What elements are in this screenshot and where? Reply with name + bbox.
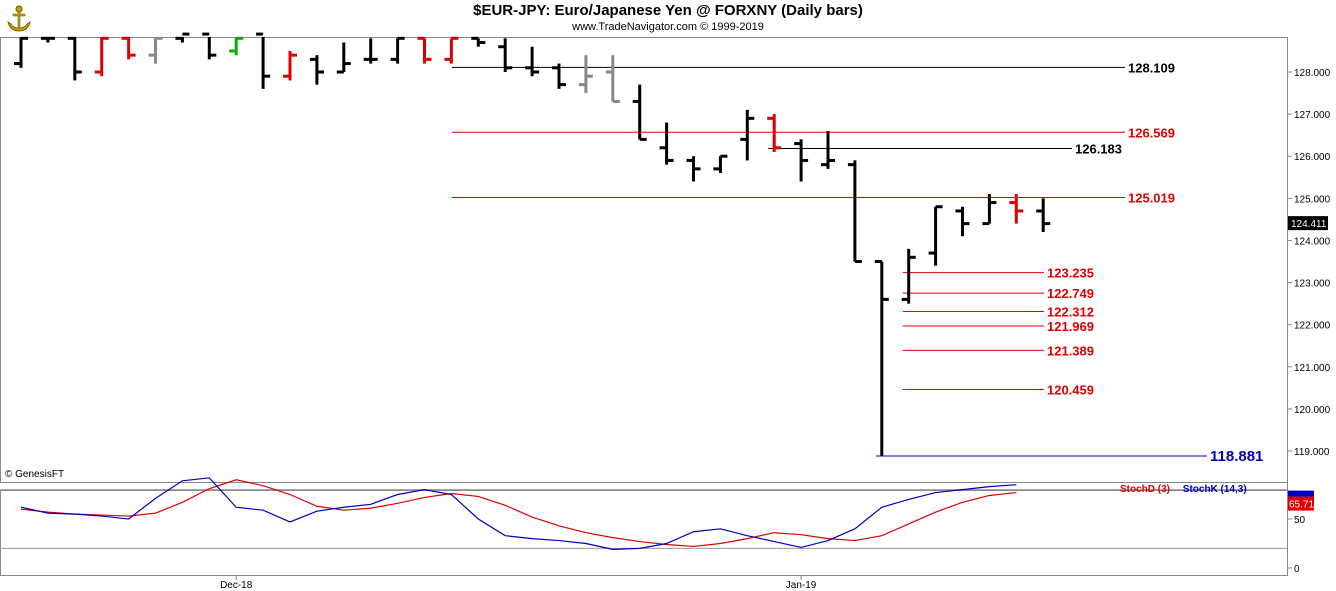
stoch-panel-frame <box>0 490 1288 576</box>
price-axis-ticks: 119.000 120.000 121.000 122.000 123.000 124.0… <box>1287 68 1331 458</box>
ohlc-bar <box>1036 198 1051 233</box>
price-tick-label: 128.000 <box>1294 68 1331 79</box>
ohlc-bar <box>1009 194 1024 224</box>
ohlc-bar <box>874 260 889 457</box>
level-label: 120.459 <box>1047 383 1094 398</box>
stoch-k-line <box>20 477 1017 550</box>
price-tick-label: 121.000 <box>1294 363 1331 374</box>
stoch-last-box <box>1288 496 1314 511</box>
level-label: 126.183 <box>1075 142 1122 157</box>
legend-stoch-d: StochD (3) <box>1120 484 1170 495</box>
stoch-tick-label: 50 <box>1294 515 1306 526</box>
price-tick-label: 120.000 <box>1294 405 1331 416</box>
ohlc-bar <box>928 205 943 266</box>
ohlc-bar <box>14 36 28 68</box>
ohlc-bars <box>14 32 1051 457</box>
price-tick-label: 127.000 <box>1294 110 1331 121</box>
ohlc-bar <box>821 130 835 169</box>
ohlc-bar <box>336 42 351 74</box>
ohlc-bar <box>444 36 459 64</box>
chart-title: $EUR-JPY: Euro/Japanese Yen @ FORXNY (Da… <box>473 2 863 19</box>
ohlc-bar <box>955 206 970 237</box>
chart-subtitle: www.TradeNavigator.com © 1999-2019 <box>572 21 764 33</box>
ohlc-bar <box>309 55 324 85</box>
level-label: 125.019 <box>1128 191 1175 206</box>
ohlc-bar <box>148 36 163 64</box>
copyright-note: © GenesisFT <box>5 469 65 480</box>
stoch-tick-label: 0 <box>1294 564 1300 575</box>
price-tick-label: 124.000 <box>1294 236 1331 247</box>
anchor-logo-icon <box>7 5 31 32</box>
last-price-box <box>1288 216 1328 231</box>
ohlc-bar <box>847 160 862 263</box>
level-label: 122.749 <box>1047 286 1094 301</box>
last-price-marker: 124.411 <box>1288 216 1328 231</box>
level-label: 118.881 <box>1210 448 1263 465</box>
stochastic-panel: 50 0 65.71 <box>0 477 1314 575</box>
ohlc-bar <box>67 36 82 81</box>
price-tick-label: 119.000 <box>1294 447 1330 458</box>
ohlc-bar <box>498 38 513 72</box>
ohlc-bar <box>713 154 728 174</box>
date-axis-ticks: Dec-18 Jan-19 <box>220 576 817 591</box>
ohlc-bar <box>767 114 782 153</box>
level-label: 121.389 <box>1047 343 1094 358</box>
level-lines: 128.109 126.569 126.183 125.019 123.235 122.7… <box>452 60 1263 465</box>
last-price-label: 124.411 <box>1291 219 1327 230</box>
ohlc-bar <box>471 36 486 47</box>
level-label: 122.312 <box>1047 305 1094 320</box>
price-tick-label: 125.000 <box>1294 194 1331 205</box>
level-label: 128.109 <box>1128 60 1175 75</box>
price-tick-label: 122.000 <box>1294 321 1331 332</box>
ohlc-bar <box>94 36 109 77</box>
ohlc-bar <box>363 38 378 64</box>
ohlc-bar <box>121 36 136 60</box>
date-tick-label: Dec-18 <box>220 580 253 591</box>
ohlc-bar <box>202 32 217 60</box>
level-label: 121.969 <box>1047 319 1094 334</box>
level-label: 123.235 <box>1047 266 1094 281</box>
ohlc-bar <box>175 32 190 43</box>
stoch-last-label: 65.71 <box>1289 500 1314 511</box>
ohlc-bar <box>740 109 755 161</box>
ohlc-bar <box>390 36 405 64</box>
indicator-legend: StochD (3) StochK (14,3) <box>1120 484 1257 495</box>
ohlc-bar <box>578 55 593 94</box>
ohlc-bar <box>901 248 916 304</box>
price-tick-label: 126.000 <box>1294 152 1331 163</box>
stochk-last-box <box>1288 490 1314 497</box>
ohlc-bar <box>686 156 701 182</box>
ohlc-bar <box>256 32 271 89</box>
ohlc-bar <box>525 46 540 77</box>
level-label: 126.569 <box>1128 125 1175 140</box>
ohlc-bar <box>229 36 244 56</box>
ohlc-bar <box>417 36 432 64</box>
stoch-d-line <box>20 479 1017 548</box>
price-tick-label: 123.000 <box>1294 279 1331 290</box>
ohlc-bar <box>794 139 809 182</box>
date-tick-label: Jan-19 <box>786 580 817 591</box>
ohlc-bar <box>605 55 620 103</box>
ohlc-bar <box>283 50 297 81</box>
ohlc-bar <box>552 63 566 89</box>
ohlc-bar <box>982 194 997 226</box>
legend-stoch-k: StochK (14,3) <box>1182 484 1247 495</box>
ohlc-bar <box>659 122 674 165</box>
ohlc-bar <box>632 84 647 141</box>
ohlc-bar <box>40 36 55 43</box>
price-panel-frame <box>0 37 1288 483</box>
